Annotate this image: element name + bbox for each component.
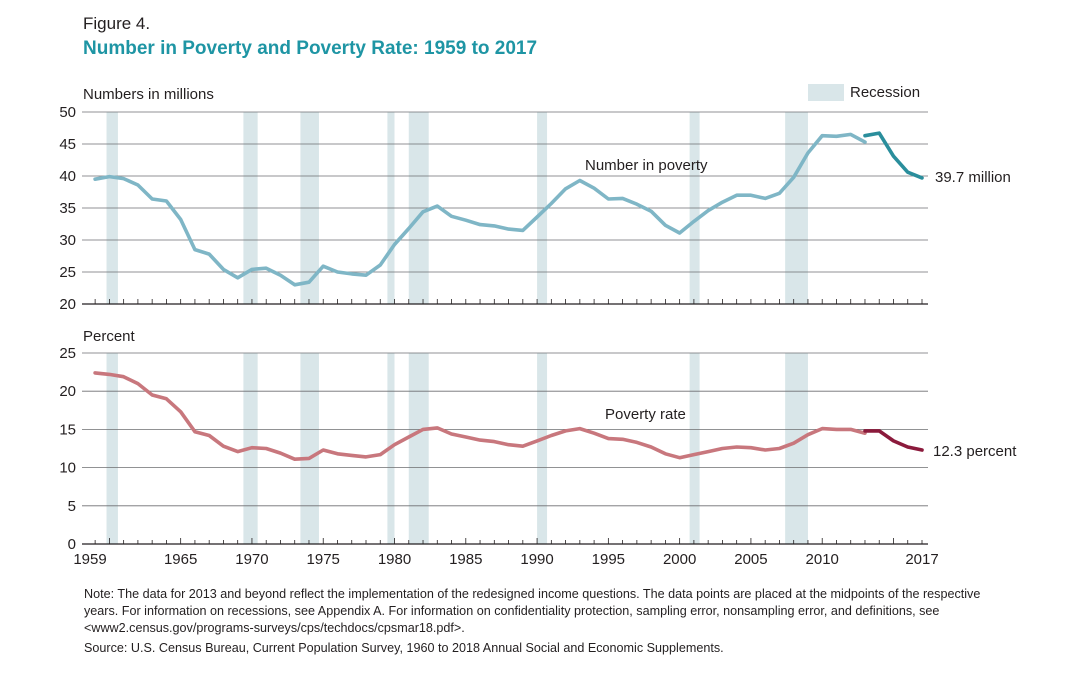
y-tick-label-50: 50 (59, 104, 76, 121)
recession-band-2 (300, 353, 319, 544)
rate-end-label: 12.3 percent (933, 443, 1017, 460)
x-tick-label-1995: 1995 (592, 551, 625, 568)
y-tick-label-30: 30 (59, 232, 76, 249)
bottom-y-tick-labels: 0 5 10 15 20 25 (59, 345, 76, 553)
recession-band-6 (689, 353, 700, 544)
x-tick-label-1985: 1985 (449, 551, 482, 568)
x-tick-label-1990: 1990 (520, 551, 553, 568)
y-tick-label-5: 5 (68, 498, 76, 515)
number-series-0 (93, 132, 867, 287)
recession-band-5 (537, 353, 548, 544)
chart-title: Number in Poverty and Poverty Rate: 1959… (83, 38, 538, 59)
y-tick-label-45: 45 (59, 136, 76, 153)
number-in-poverty-label: Number in poverty (585, 157, 708, 174)
x-tick-label-1980: 1980 (378, 551, 411, 568)
y-tick-label-25: 25 (59, 264, 76, 281)
x-axis: 1959 1965 1970 1975 1980 1985 1990 1995 2000 2005… (73, 538, 939, 568)
figure-label: Figure 4. (83, 14, 151, 33)
poverty-rate-label: Poverty rate (605, 406, 686, 423)
y-tick-label-35: 35 (59, 200, 76, 217)
bottom-recession-bands (106, 353, 808, 544)
y-tick-label-25: 25 (59, 345, 76, 362)
y-tick-label-20: 20 (59, 296, 76, 313)
number-in-poverty-panel: 20 25 30 35 40 45 50 Numbers in millions Numbe… (59, 84, 1011, 313)
figure-source: Source: U.S. Census Bureau, Current Popu… (84, 641, 724, 655)
recession-band-0 (106, 353, 118, 544)
y-tick-label-20: 20 (59, 383, 76, 400)
x-tick-label-1970: 1970 (235, 551, 268, 568)
x-tick-label-2010: 2010 (806, 551, 839, 568)
x-tick-label-2000: 2000 (663, 551, 696, 568)
x-tick-label-2005: 2005 (734, 551, 767, 568)
number-series-1 (863, 131, 924, 180)
recession-legend-swatch (808, 84, 844, 101)
rate-series-1 (863, 429, 924, 452)
x-tick-label-1959: 1959 (73, 551, 106, 568)
recession-band-4 (408, 353, 429, 544)
recession-band-7 (785, 353, 808, 544)
y-tick-label-15: 15 (59, 421, 76, 438)
bottom-series-lines (93, 371, 924, 462)
top-gridlines (82, 111, 928, 305)
y-tick-label-40: 40 (59, 168, 76, 185)
number-end-label: 39.7 million (935, 169, 1011, 186)
bottom-gridlines (82, 352, 928, 545)
top-series-lines (93, 131, 924, 287)
y-tick-label-10: 10 (59, 460, 76, 477)
bottom-y-axis-label: Percent (83, 328, 136, 345)
top-y-tick-labels: 20 25 30 35 40 45 50 (59, 104, 76, 313)
figure-note: Note: The data for 2013 and beyond refle… (84, 587, 981, 635)
x-tick-label-1965: 1965 (164, 551, 197, 568)
recession-legend-label: Recession (850, 84, 920, 101)
x-tick-label-1975: 1975 (307, 551, 340, 568)
x-tick-label-2017: 2017 (905, 551, 938, 568)
y-tick-label-0: 0 (68, 536, 76, 553)
top-y-axis-label: Numbers in millions (83, 86, 214, 103)
rate-series-0 (93, 371, 867, 462)
